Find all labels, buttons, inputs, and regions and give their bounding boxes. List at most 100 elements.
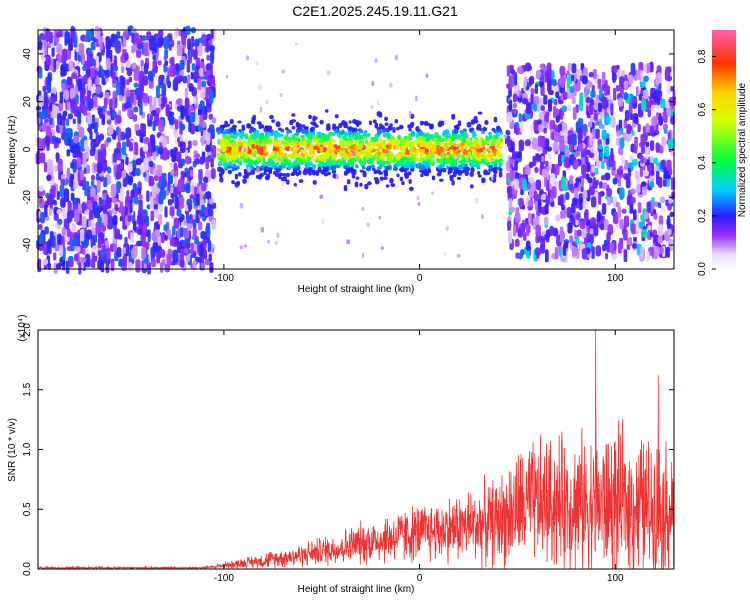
spectrogram-cell	[345, 167, 349, 174]
spectrogram-cell	[259, 107, 263, 113]
spectrogram-cell	[646, 62, 651, 74]
spectrogram-cell	[321, 218, 324, 225]
spectrogram-cell	[183, 247, 188, 254]
spectrogram-cell	[44, 226, 49, 235]
spectrogram-y-axis-label: Frequency (Hz)	[7, 116, 18, 185]
spectrogram-cell	[155, 111, 159, 119]
spectrogram-cell	[94, 155, 99, 161]
spectrogram-cell	[276, 132, 282, 138]
spectrogram-cell	[481, 177, 486, 184]
spectrogram-cell	[135, 168, 141, 176]
spectrogram-cell	[41, 33, 46, 41]
spectrogram-cell	[300, 135, 305, 139]
x-tick-label: -100	[214, 573, 234, 584]
spectrogram-cell	[429, 123, 434, 129]
spectrogram-cell	[582, 67, 588, 79]
spectrogram-cell	[652, 229, 658, 237]
spectrogram-cell	[107, 167, 112, 174]
spectrogram-cell	[619, 187, 625, 200]
spectrogram-cell	[606, 240, 611, 253]
spectrogram-cell	[82, 248, 86, 255]
spectrogram-cell	[416, 136, 422, 143]
spectrogram-cell	[574, 150, 580, 157]
spectrogram-cell	[245, 147, 249, 152]
spectrogram-cell	[300, 149, 304, 153]
spectrogram-cell	[662, 179, 667, 187]
spectrogram-cell	[205, 156, 209, 170]
spectrogram-cell	[662, 123, 668, 130]
spectrogram-cell	[144, 62, 149, 75]
spectrogram-cell	[136, 240, 143, 247]
spectrogram-cell	[80, 170, 84, 181]
spectrogram-cell	[469, 184, 474, 189]
spectrogram-cell	[197, 43, 203, 57]
spectrogram-cell	[347, 159, 352, 166]
spectrogram-cell	[357, 151, 362, 157]
spectrogram-cell	[655, 180, 662, 186]
spectrogram-cell	[652, 115, 658, 126]
spectrogram-cell	[632, 243, 638, 249]
spectrogram-cell	[80, 52, 86, 66]
spectrogram-cell	[225, 123, 231, 127]
spectrogram-cell	[272, 171, 277, 175]
spectrogram-cell	[45, 125, 51, 138]
spectrogram-cell	[392, 126, 396, 133]
spectrogram-cell	[126, 190, 130, 204]
spectrogram-cell	[182, 75, 188, 84]
spectrogram-cell	[183, 107, 187, 116]
spectrogram-cell	[314, 155, 318, 161]
spectrogram-cell	[37, 137, 43, 150]
spectrogram-cell	[90, 187, 96, 199]
spectrogram-cell	[74, 253, 79, 262]
spectrogram-cell	[210, 77, 215, 87]
spectrogram-cell	[565, 192, 570, 201]
spectrogram-cell	[426, 158, 431, 164]
spectrogram-cell	[585, 96, 591, 104]
spectrogram-cell	[384, 122, 389, 126]
spectrogram-cell	[104, 69, 110, 76]
spectrogram-cell	[601, 160, 605, 170]
spectrogram-cell	[197, 78, 202, 91]
spectrogram-cell	[355, 164, 359, 169]
spectrogram-cell	[543, 94, 548, 105]
spectrogram-cell	[148, 160, 154, 168]
spectrogram-cell	[366, 222, 370, 227]
spectrogram-cell	[559, 65, 566, 76]
spectrogram-cell	[399, 176, 404, 182]
spectrogram-cell	[224, 120, 228, 125]
spectrogram-cell	[154, 229, 160, 237]
spectrogram-cell	[193, 112, 200, 126]
spectrogram-cell	[219, 127, 224, 134]
spectrogram-cell	[105, 247, 111, 261]
spectrogram-cell	[174, 196, 179, 210]
spectrogram-cell	[70, 25, 75, 37]
spectrogram-cell	[66, 167, 71, 178]
spectrogram-cell	[403, 162, 408, 169]
spectrogram-cell	[357, 120, 362, 126]
spectrogram-cell	[580, 177, 584, 187]
spectrogram-cell	[318, 139, 324, 144]
spectrogram-cell	[508, 100, 513, 111]
spectrogram-cell	[345, 141, 350, 145]
spectrogram-cell	[316, 131, 322, 136]
spectrogram-cell	[179, 141, 186, 154]
spectrogram-cell	[130, 92, 134, 104]
spectrogram-cell	[221, 153, 226, 158]
spectrogram-cell	[626, 123, 632, 135]
spectrogram-cell	[371, 80, 375, 87]
spectrogram-cell	[291, 125, 296, 130]
spectrogram-cell	[385, 184, 390, 188]
spectrogram-cell	[395, 153, 401, 158]
spectrogram-cell	[160, 237, 165, 244]
spectrogram-cell	[245, 160, 251, 164]
spectrogram-cell	[59, 184, 65, 198]
spectrogram-cell	[533, 95, 540, 105]
spectrogram-cell	[263, 152, 269, 157]
spectrogram-cell	[225, 134, 231, 140]
spectrogram-cell	[101, 159, 108, 172]
spectrogram-cell	[276, 232, 280, 238]
spectrogram-cell	[193, 71, 199, 80]
spectrogram-cell	[152, 150, 157, 161]
spectrogram-cell	[131, 45, 135, 54]
spectrogram-cell	[492, 148, 497, 154]
